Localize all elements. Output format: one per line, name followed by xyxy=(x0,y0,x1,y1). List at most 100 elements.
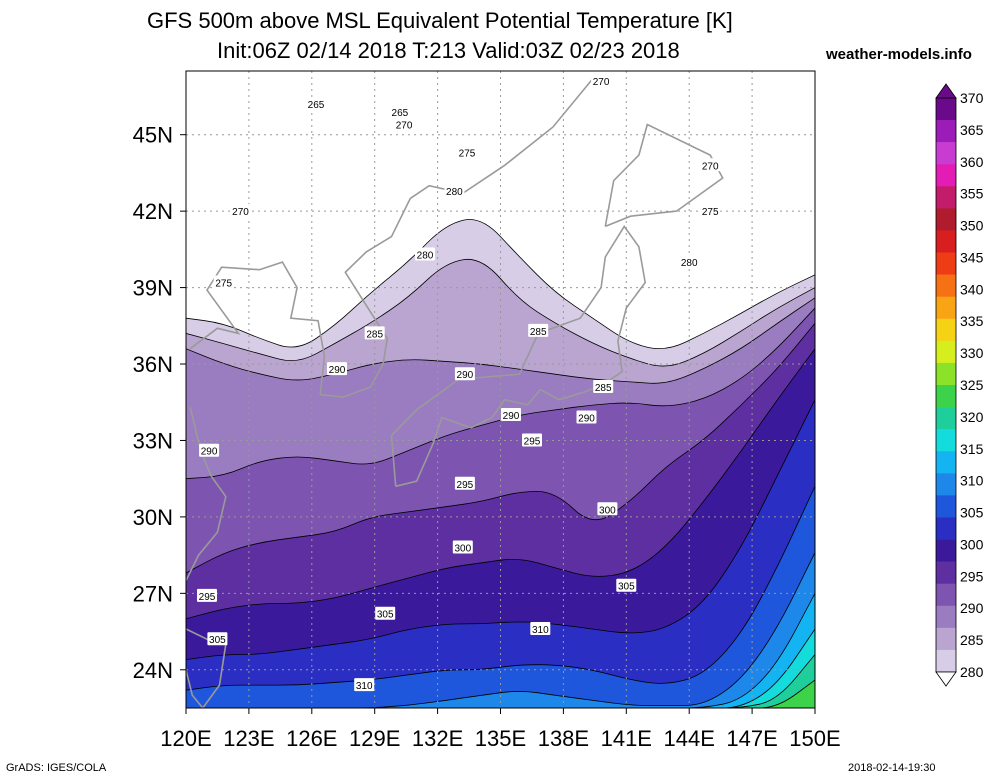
y-tick-label: 30N xyxy=(133,505,173,530)
contour-label: 265 xyxy=(308,100,325,111)
contour-label-bg-11 xyxy=(679,255,700,269)
colorbar-swatch xyxy=(936,605,956,629)
colorbar-swatch xyxy=(936,627,956,651)
contour-label-bg-17 xyxy=(501,408,521,421)
x-tick-label: 141E xyxy=(601,726,652,751)
contour-label-bg-21 xyxy=(454,476,475,490)
contour-label-bg-9 xyxy=(444,183,465,197)
contour-label: 270 xyxy=(593,77,610,88)
contour-label-bg-18 xyxy=(199,443,220,457)
contour-label: 310 xyxy=(532,625,549,636)
contour-label-bg-23 xyxy=(597,502,618,516)
x-tick-label: 120E xyxy=(160,726,211,751)
x-tick-label: 123E xyxy=(223,726,274,751)
contour-label: 305 xyxy=(618,582,635,593)
colorbar-swatch xyxy=(936,98,956,121)
contour-label-bg-8 xyxy=(415,247,435,261)
colorbar-swatch xyxy=(936,561,956,584)
colorbar-label: 285 xyxy=(960,632,984,648)
colorbar-label: 280 xyxy=(960,664,984,680)
contour-label: 280 xyxy=(681,258,698,269)
contour-label: 300 xyxy=(454,544,471,555)
colorbar-swatch xyxy=(936,539,956,562)
colorbar-swatch xyxy=(936,429,956,452)
land-outlines xyxy=(186,75,724,708)
contour-label: 280 xyxy=(417,251,434,262)
contour-label: 295 xyxy=(524,437,541,448)
contour-label: 295 xyxy=(199,592,216,603)
colorbar-label: 330 xyxy=(960,345,984,361)
y-tick-label: 45N xyxy=(133,123,173,148)
contour-label-bg-24 xyxy=(375,606,396,620)
contour-label-bg-16 xyxy=(454,367,475,381)
footer-left: GrADS: IGES/COLA xyxy=(6,762,107,774)
contour-label-bg-1 xyxy=(394,117,415,131)
contour-label: 280 xyxy=(446,187,463,198)
contour-label-bg-14 xyxy=(593,380,614,393)
contour-label-bg-26 xyxy=(616,578,637,592)
contour-label: 300 xyxy=(599,505,616,516)
contour-label: 285 xyxy=(595,383,612,394)
contour-label: 275 xyxy=(459,149,476,160)
contour-label-bg-2 xyxy=(389,104,410,118)
colorbar-swatch xyxy=(936,451,956,474)
contour-label: 270 xyxy=(702,161,719,172)
x-tick-label: 135E xyxy=(475,726,526,751)
contour-label-bg-6 xyxy=(700,158,721,172)
coastline-2 xyxy=(604,123,724,228)
contour-band-305 xyxy=(186,348,815,708)
colorbar-swatch xyxy=(936,186,956,209)
contour-label-bg-25 xyxy=(197,588,217,602)
coastline-3 xyxy=(186,628,227,708)
x-tick-label: 138E xyxy=(538,726,589,751)
contour-label-bg-27 xyxy=(207,632,228,646)
contour-label: 290 xyxy=(201,447,218,458)
colorbar-swatch xyxy=(936,385,956,408)
contour-label: 290 xyxy=(578,414,595,425)
contour-label-bg-29 xyxy=(354,678,375,692)
footer-right: 2018-02-14-19:30 xyxy=(848,762,936,774)
colorbar-swatch xyxy=(936,495,956,518)
chart-title: GFS 500m above MSL Equivalent Potential … xyxy=(147,8,733,33)
coastline-0 xyxy=(189,75,596,398)
contour-label: 265 xyxy=(392,108,409,119)
contour-label: 275 xyxy=(215,279,232,290)
colorbar-label: 315 xyxy=(960,441,984,457)
contour-label-bg-28 xyxy=(530,622,551,635)
contour-label: 290 xyxy=(457,370,474,381)
contour-label: 305 xyxy=(377,610,394,621)
y-tick-label: 39N xyxy=(133,276,173,301)
colorbar-swatch xyxy=(936,142,956,165)
colorbar-label: 365 xyxy=(960,122,984,138)
colorbar-swatch xyxy=(936,340,956,364)
colorbar-bottom-arrow xyxy=(935,671,957,687)
colorbar-swatch xyxy=(936,120,956,143)
y-tick-label: 33N xyxy=(133,428,173,453)
contour-label-bg-19 xyxy=(522,433,542,447)
colorbar-label: 325 xyxy=(960,377,984,393)
colorbar-swatch xyxy=(936,649,956,673)
colorbar-label: 320 xyxy=(960,409,984,425)
colorbar-label: 360 xyxy=(960,154,984,170)
colorbar-label: 300 xyxy=(960,536,984,552)
colorbar-swatch xyxy=(936,583,956,607)
plot-area: 265 270 265 270 275 270 270 275 280 280 275 280 285 2… xyxy=(186,71,815,708)
contour-label-bg-15 xyxy=(327,362,347,376)
contour-label: 310 xyxy=(356,681,373,692)
contour-label-bg-0 xyxy=(306,97,326,111)
contour-label: 305 xyxy=(209,635,226,646)
contour-label: 295 xyxy=(457,480,474,491)
y-tick-label: 42N xyxy=(133,199,173,224)
contour-label-bg-7 xyxy=(700,204,721,218)
contour-label-bg-4 xyxy=(457,145,477,159)
contour-label: 270 xyxy=(396,121,413,132)
colorbar-swatch xyxy=(936,208,956,231)
contour-label: 275 xyxy=(702,207,719,218)
colorbar-swatch xyxy=(936,230,956,253)
colorbar-swatch xyxy=(936,473,956,496)
y-tick-label: 36N xyxy=(133,352,173,377)
contour-label: 285 xyxy=(366,329,383,340)
colorbar-label: 305 xyxy=(960,505,984,521)
contour-label: 290 xyxy=(329,365,346,376)
colorbar-label: 310 xyxy=(960,473,984,489)
